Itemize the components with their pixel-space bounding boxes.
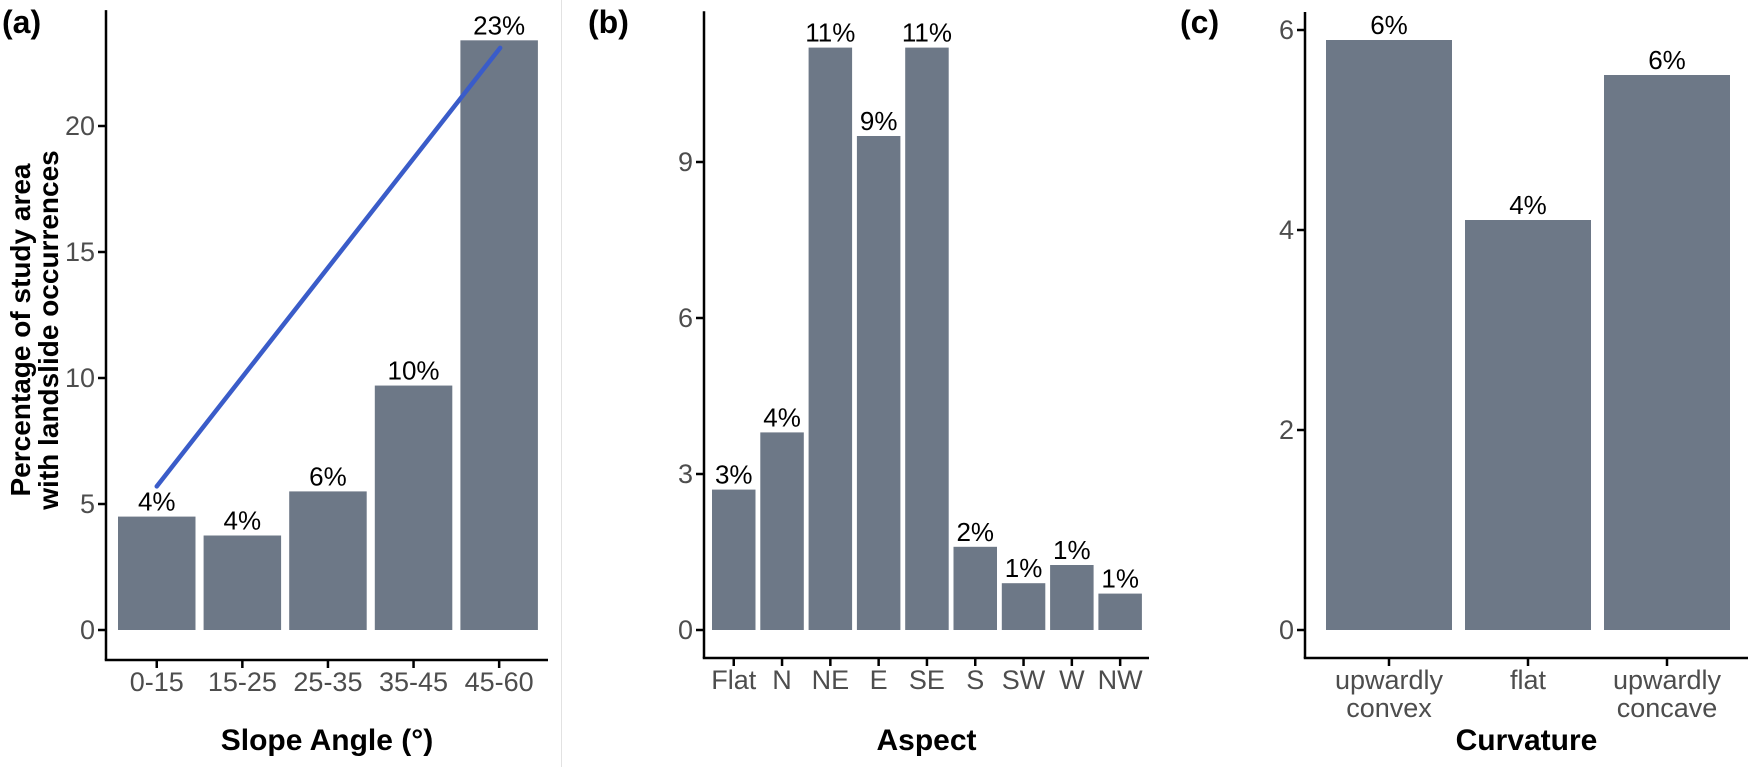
x-tick-label: Flat bbox=[711, 665, 757, 695]
panel-b: (b) 0 3 6 9 3% Flat 4% N 11% NE 9% E 11% SE 2% S 1% SW 1% W 1… bbox=[588, 4, 1149, 757]
x-tick-label: NW bbox=[1098, 665, 1143, 695]
x-tick-label: 25-35 bbox=[293, 667, 362, 697]
y-tick-label: 6 bbox=[678, 303, 693, 333]
bar bbox=[1001, 583, 1046, 630]
x-tick-label: upwardly concave bbox=[1613, 665, 1722, 723]
bar-value-label: 6% bbox=[309, 461, 347, 491]
y-tick-label: 6 bbox=[1279, 15, 1294, 45]
bar-value-label: 4% bbox=[1509, 190, 1547, 220]
x-tick-label: N bbox=[772, 665, 792, 695]
x-tick-label: W bbox=[1059, 665, 1085, 695]
bar-value-label: 4% bbox=[763, 402, 801, 432]
bar-value-label: 4% bbox=[224, 506, 262, 536]
x-tick-label: 35-45 bbox=[379, 667, 448, 697]
bar-value-label: 3% bbox=[715, 460, 753, 490]
x-tick-label: SW bbox=[1002, 665, 1046, 695]
bar-value-label: 6% bbox=[1370, 10, 1408, 40]
bar-value-label: 6% bbox=[1648, 45, 1686, 75]
panel-c: (c) 0 2 4 6 6% upwardly convex 4% flat 6% upwardly c… bbox=[1180, 4, 1748, 757]
bar bbox=[808, 47, 853, 631]
trend-line bbox=[154, 45, 503, 489]
y-tick-label: 0 bbox=[80, 615, 95, 645]
bar bbox=[1050, 565, 1094, 630]
y-tick-label: 4 bbox=[1279, 215, 1294, 245]
bar bbox=[712, 489, 756, 630]
bar bbox=[1098, 593, 1142, 630]
bar bbox=[1326, 40, 1452, 630]
bar-value-label: 23% bbox=[473, 10, 525, 40]
panel-letter: (b) bbox=[588, 4, 629, 40]
bar-value-label: 11% bbox=[805, 18, 855, 48]
x-tick-label: flat bbox=[1510, 665, 1547, 695]
bar-value-label: 1% bbox=[1101, 564, 1139, 594]
y-tick-label: 5 bbox=[80, 489, 95, 519]
y-tick-label: 0 bbox=[678, 615, 693, 645]
panel-seam-divider bbox=[561, 0, 562, 767]
y-tick-label: 15 bbox=[65, 237, 95, 267]
panel-a: (a) 0 5 10 15 20 4% 0-15 4% 15-25 6% 25-35 10% 35-45 2… bbox=[2, 4, 548, 757]
x-tick-label: 45-60 bbox=[465, 667, 534, 697]
y-tick-label: 3 bbox=[678, 459, 693, 489]
x-tick-label: S bbox=[966, 665, 984, 695]
bar-value-label: 10% bbox=[388, 356, 440, 386]
bar bbox=[905, 47, 949, 631]
x-tick-label: 0-15 bbox=[130, 667, 184, 697]
y-tick-label: 10 bbox=[65, 363, 95, 393]
bar bbox=[1604, 75, 1730, 630]
bar bbox=[289, 491, 367, 630]
bar-value-label: 11% bbox=[902, 18, 952, 48]
bar bbox=[374, 385, 453, 630]
bar bbox=[203, 535, 282, 630]
bar bbox=[460, 40, 538, 630]
panel-letter: (c) bbox=[1180, 4, 1219, 40]
y-tick-label: 2 bbox=[1279, 415, 1294, 445]
bar-value-label: 4% bbox=[138, 487, 176, 517]
bar bbox=[118, 516, 196, 630]
x-axis-title: Curvature bbox=[1456, 724, 1598, 757]
bar bbox=[1465, 220, 1591, 630]
x-axis-title: Aspect bbox=[876, 724, 976, 757]
y-tick-label: 20 bbox=[65, 111, 95, 141]
x-axis-title: Slope Angle (°) bbox=[221, 724, 434, 757]
bar-value-label: 1% bbox=[1053, 535, 1091, 565]
panel-letter: (a) bbox=[2, 4, 41, 40]
y-tick-label: 0 bbox=[1279, 615, 1294, 645]
bar-value-label: 1% bbox=[1005, 553, 1043, 583]
y-axis-title: Percentage of study areawith landslide o… bbox=[5, 150, 64, 510]
bar bbox=[953, 546, 997, 630]
y-tick-label: 9 bbox=[678, 147, 693, 177]
bar bbox=[760, 432, 804, 630]
bar-value-label: 9% bbox=[860, 106, 898, 136]
x-tick-label: NE bbox=[812, 665, 850, 695]
x-tick-label: 15-25 bbox=[208, 667, 277, 697]
x-tick-label: E bbox=[870, 665, 888, 695]
bar-value-label: 2% bbox=[956, 517, 994, 547]
x-tick-label: SE bbox=[909, 665, 945, 695]
bar bbox=[856, 136, 901, 630]
x-tick-label: upwardly convex bbox=[1335, 665, 1444, 723]
